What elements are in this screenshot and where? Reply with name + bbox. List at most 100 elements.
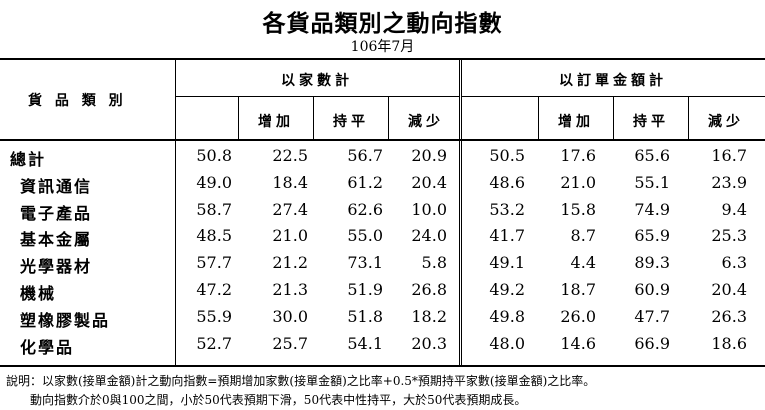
orders-flat-cell: 89.3 <box>634 253 670 273</box>
category-column-divider <box>175 58 176 367</box>
firms-increase-cell: 21.2 <box>272 253 308 273</box>
orders-increase-cell: 14.6 <box>560 333 596 353</box>
firms-decrease-cell: 24.0 <box>411 226 447 246</box>
firms-increase-header: 增加 <box>258 114 294 130</box>
note-line-2: 動向指數介於0與100之間，小於50代表預期下滑，50代表中性持平，大於50代表… <box>6 393 527 407</box>
firms-decrease-cell: 10.0 <box>411 199 447 219</box>
orders-increase-cell: 17.6 <box>560 146 596 165</box>
firms-increase-cell: 21.3 <box>272 280 308 299</box>
firms-decrease-cell: 20.3 <box>411 333 447 353</box>
subcol-divider <box>688 96 689 139</box>
orders-flat-cell: 66.9 <box>634 333 670 353</box>
orders-decrease-cell: 25.3 <box>711 226 747 246</box>
orders-flat-cell: 65.9 <box>634 226 670 246</box>
orders-decrease-cell: 9.4 <box>721 199 747 219</box>
firms-decrease-cell: 5.8 <box>421 253 447 273</box>
note-line-1: 說明：以家數(接單金額)計之動向指數=預期增加家數(接單金額)之比率+0.5*預… <box>6 374 596 388</box>
group-divider <box>459 58 460 367</box>
orders-flat-header: 持平 <box>633 114 669 130</box>
subcol-divider <box>238 96 239 139</box>
orders-flat-cell: 74.9 <box>634 199 670 219</box>
orders-flat-cell: 65.6 <box>634 146 670 165</box>
table-row: 電子產品 58.7 27.4 62.6 10.0 53.2 15.8 74.9 9.4 <box>0 200 765 227</box>
firms-index-cell: 57.7 <box>196 253 232 273</box>
firms-index-cell: 58.7 <box>196 199 232 219</box>
orders-index-cell: 53.2 <box>489 199 525 219</box>
firms-flat-cell: 55.0 <box>347 226 383 246</box>
orders-decrease-cell: 6.3 <box>721 253 747 273</box>
orders-flat-cell: 60.9 <box>634 280 670 299</box>
firms-decrease-cell: 20.4 <box>411 172 447 192</box>
firms-index-cell: 48.5 <box>196 226 232 246</box>
table-row: 基本金屬 48.5 21.0 55.0 24.0 41.7 8.7 65.9 25.3 <box>0 226 765 253</box>
firms-increase-cell: 27.4 <box>272 199 308 219</box>
orders-flat-cell: 47.7 <box>634 306 670 326</box>
orders-index-cell: 41.7 <box>489 226 525 246</box>
firms-index-cell: 55.9 <box>196 306 232 326</box>
table-top-border <box>0 58 765 60</box>
orders-increase-cell: 26.0 <box>560 306 596 326</box>
firms-index-cell: 49.0 <box>196 172 232 192</box>
row-category: 機械 <box>20 284 57 303</box>
orders-index-cell: 50.5 <box>489 146 525 165</box>
index-table: 貨 品 類 別 以家數計 以訂單金額計 增加 持平 減少 增加 持平 減少 總計… <box>0 58 765 367</box>
orders-index-cell: 48.0 <box>489 333 525 353</box>
row-category: 資訊通信 <box>20 176 93 196</box>
orders-index-cell: 49.8 <box>489 306 525 326</box>
table-row: 化學品 52.7 25.7 54.1 20.3 48.0 14.6 66.9 18.6 <box>0 334 765 361</box>
by-orders-header: 以訂單金額計 <box>559 73 667 89</box>
subcol-divider <box>388 96 389 139</box>
orders-decrease-cell: 26.3 <box>711 306 747 326</box>
by-firms-header: 以家數計 <box>281 73 353 89</box>
firms-flat-cell: 61.2 <box>347 172 383 192</box>
subcol-divider <box>313 96 314 139</box>
firms-flat-cell: 73.1 <box>347 253 383 273</box>
page-subtitle: 106年7月 <box>350 39 415 55</box>
firms-flat-cell: 54.1 <box>347 333 383 353</box>
row-category: 光學器材 <box>20 257 93 277</box>
firms-index-cell: 52.7 <box>196 333 232 353</box>
category-header: 貨 品 類 別 <box>28 93 127 109</box>
orders-flat-cell: 55.1 <box>634 172 670 192</box>
row-category: 塑橡膠製品 <box>20 310 111 330</box>
firms-decrease-header: 減少 <box>408 114 444 130</box>
orders-increase-cell: 21.0 <box>560 172 596 192</box>
firms-increase-cell: 25.7 <box>272 333 308 353</box>
firms-increase-cell: 30.0 <box>272 306 308 326</box>
firms-increase-cell: 18.4 <box>272 172 308 192</box>
orders-index-cell: 49.2 <box>489 280 525 299</box>
subcol-divider <box>538 96 539 139</box>
firms-decrease-cell: 26.8 <box>411 280 447 299</box>
firms-flat-header: 持平 <box>333 114 369 130</box>
table-row: 塑橡膠製品 55.9 30.0 51.8 18.2 49.8 26.0 47.7 26.3 <box>0 307 765 334</box>
row-category: 化學品 <box>20 337 75 357</box>
orders-decrease-cell: 16.7 <box>711 146 747 165</box>
orders-index-cell: 49.1 <box>489 253 525 273</box>
subcol-divider <box>613 96 614 139</box>
orders-increase-cell: 18.7 <box>560 280 596 299</box>
row-category: 電子產品 <box>20 203 93 223</box>
table-row: 機械 47.2 21.3 51.9 26.8 49.2 18.7 60.9 20.4 <box>0 280 765 307</box>
firms-decrease-cell: 20.9 <box>411 146 447 165</box>
firms-index-cell: 47.2 <box>196 280 232 299</box>
group-header-rule-left <box>175 96 459 97</box>
firms-flat-cell: 51.9 <box>347 280 383 299</box>
row-category: 總計 <box>10 150 47 169</box>
orders-increase-cell: 8.7 <box>570 226 596 246</box>
orders-increase-cell: 15.8 <box>560 199 596 219</box>
orders-decrease-header: 減少 <box>708 114 744 130</box>
orders-index-cell: 48.6 <box>489 172 525 192</box>
table-row: 光學器材 57.7 21.2 73.1 5.8 49.1 4.4 89.3 6.3 <box>0 253 765 280</box>
orders-decrease-cell: 23.9 <box>711 172 747 192</box>
orders-increase-header: 增加 <box>558 114 594 130</box>
table-bottom-border <box>0 365 765 367</box>
page-title: 各貨品類別之動向指數 <box>262 10 503 37</box>
orders-increase-cell: 4.4 <box>570 253 596 273</box>
firms-flat-cell: 51.8 <box>347 306 383 326</box>
orders-decrease-cell: 20.4 <box>711 280 747 299</box>
table-row: 總計 50.8 22.5 56.7 20.9 50.5 17.6 65.6 16.7 <box>0 146 765 173</box>
orders-decrease-cell: 18.6 <box>711 333 747 353</box>
table-row: 資訊通信 49.0 18.4 61.2 20.4 48.6 21.0 55.1 23.9 <box>0 173 765 200</box>
firms-increase-cell: 21.0 <box>272 226 308 246</box>
row-category: 基本金屬 <box>20 230 93 250</box>
